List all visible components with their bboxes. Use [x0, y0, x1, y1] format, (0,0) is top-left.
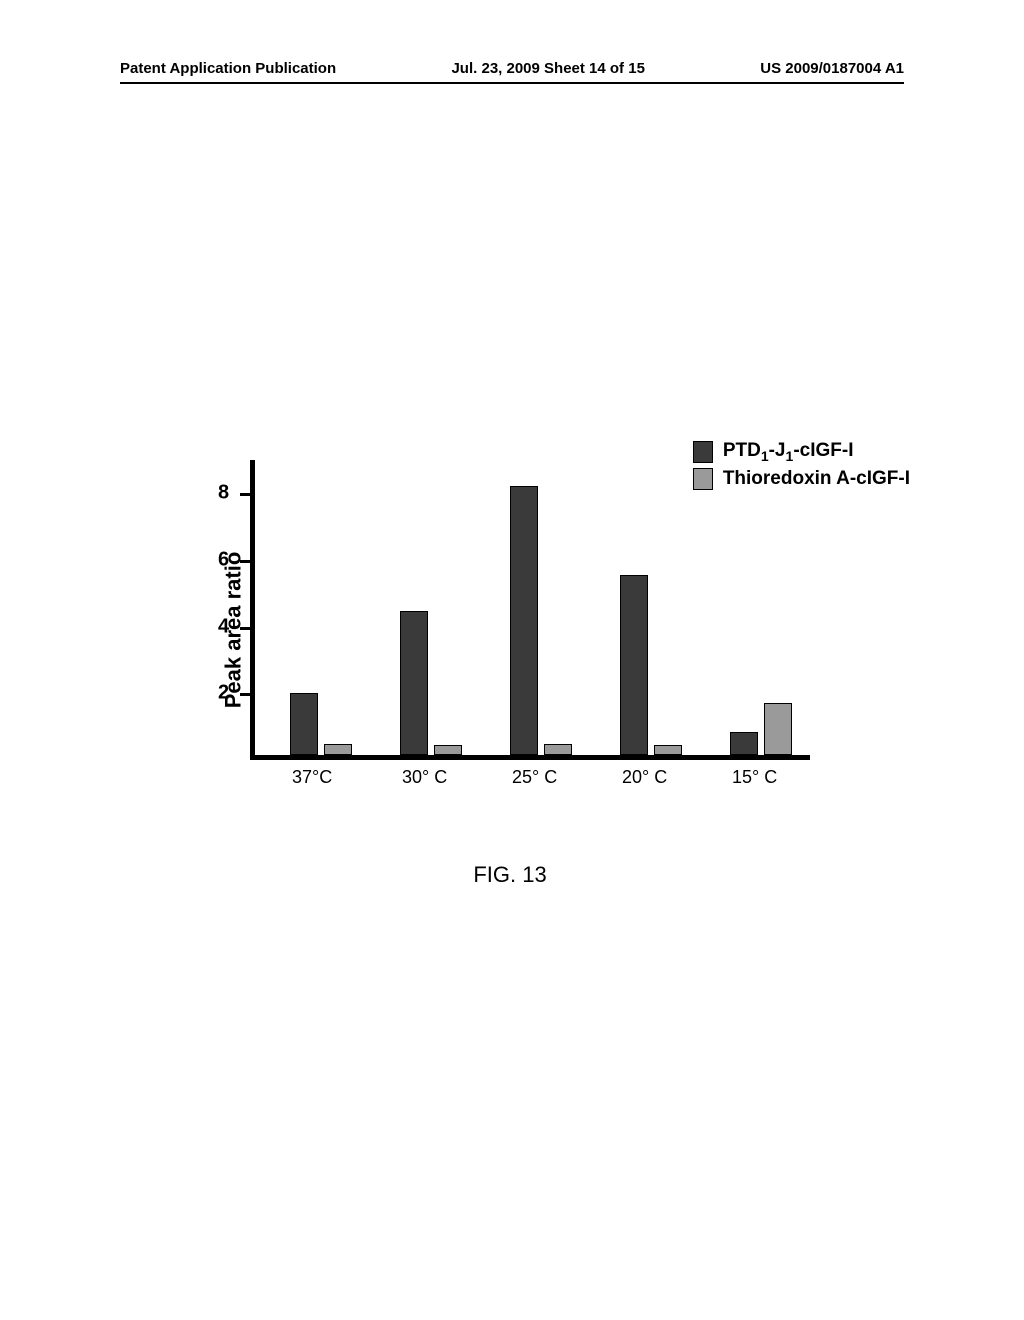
bar	[544, 744, 572, 755]
y-tick-label: 4	[218, 615, 229, 638]
x-tick-label: 37°C	[292, 767, 332, 788]
header-center: Jul. 23, 2009 Sheet 14 of 15	[451, 60, 644, 77]
bar	[434, 745, 462, 755]
bar	[324, 744, 352, 755]
bar	[620, 575, 648, 755]
bar	[510, 486, 538, 755]
figure-13: PTD1-J1-cIGF-IThioredoxin A-cIGF-I Peak …	[190, 440, 830, 820]
y-tick	[240, 560, 255, 563]
bar	[764, 703, 792, 755]
bar-group	[510, 486, 572, 755]
y-tick-label: 8	[218, 482, 229, 505]
bar-group	[400, 611, 462, 755]
bar	[730, 732, 758, 755]
plot-area: 246837°C30° C25° C20° C15° C	[250, 460, 810, 760]
y-tick-label: 6	[218, 549, 229, 572]
bar-group	[730, 703, 792, 755]
bar-group	[290, 693, 352, 755]
y-tick-label: 2	[218, 682, 229, 705]
bar-group	[620, 575, 682, 755]
header-left: Patent Application Publication	[120, 60, 336, 77]
x-tick-label: 15° C	[732, 767, 777, 788]
y-tick	[240, 693, 255, 696]
y-tick	[240, 627, 255, 630]
x-tick-label: 20° C	[622, 767, 667, 788]
y-axis	[250, 460, 255, 760]
x-axis	[250, 755, 810, 760]
bar	[290, 693, 318, 755]
y-tick	[240, 493, 255, 496]
figure-caption: FIG. 13	[473, 862, 546, 888]
header-rule	[120, 82, 904, 84]
x-tick-label: 30° C	[402, 767, 447, 788]
bar	[654, 745, 682, 755]
bar	[400, 611, 428, 755]
page-header: Patent Application Publication Jul. 23, …	[0, 60, 1024, 77]
x-tick-label: 25° C	[512, 767, 557, 788]
header-right: US 2009/0187004 A1	[760, 60, 904, 77]
